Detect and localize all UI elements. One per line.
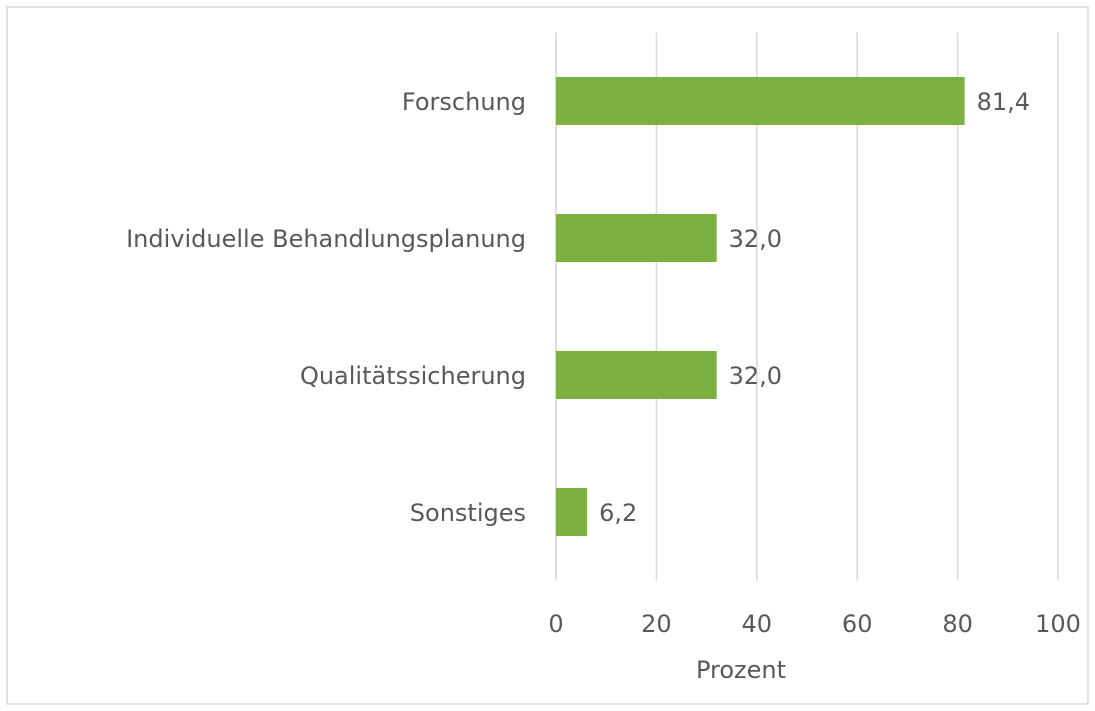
y-tick-label: Qualitätssicherung <box>300 362 526 390</box>
data-label: 32,0 <box>729 362 782 390</box>
x-axis-label: Prozent <box>696 656 786 684</box>
x-tick-label: 80 <box>942 610 973 638</box>
x-tick-label: 60 <box>842 610 873 638</box>
bar <box>556 214 717 262</box>
data-label: 32,0 <box>729 225 782 253</box>
data-label: 81,4 <box>977 88 1030 116</box>
bar <box>556 351 717 399</box>
x-tick-label: 40 <box>742 610 773 638</box>
y-tick-label: Individuelle Behandlungsplanung <box>126 225 526 253</box>
x-tick-label: 0 <box>548 610 563 638</box>
y-tick-label: Forschung <box>402 88 526 116</box>
bar <box>556 488 588 536</box>
bar <box>556 77 965 125</box>
x-tick-label: 100 <box>1035 610 1081 638</box>
x-tick-label: 20 <box>641 610 672 638</box>
data-label: 6,2 <box>599 499 637 527</box>
y-tick-label: Sonstiges <box>410 499 526 527</box>
